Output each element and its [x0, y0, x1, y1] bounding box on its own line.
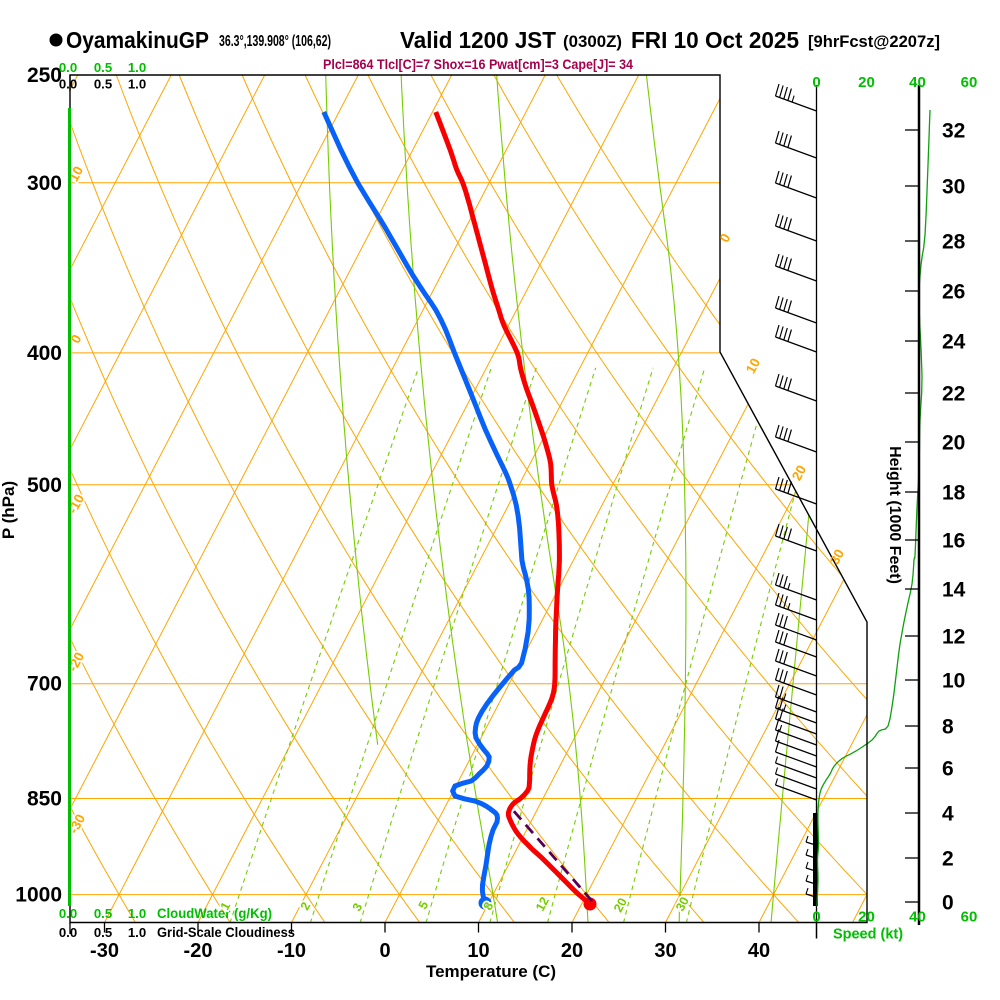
svg-text:300: 300	[27, 172, 62, 195]
svg-text:0.5: 0.5	[94, 906, 112, 921]
svg-text:Temperature (C): Temperature (C)	[426, 962, 556, 981]
svg-text:700: 700	[27, 673, 62, 696]
svg-text:1.0: 1.0	[128, 60, 146, 75]
svg-text:20: 20	[789, 463, 809, 483]
svg-text:40: 40	[909, 909, 926, 926]
svg-text:20: 20	[942, 432, 965, 455]
svg-text:2: 2	[942, 848, 954, 871]
svg-text:0: 0	[812, 909, 820, 926]
svg-text:30: 30	[942, 176, 965, 199]
svg-text:-10: -10	[277, 940, 306, 962]
svg-text:0: 0	[812, 74, 820, 91]
svg-text:1.0: 1.0	[128, 906, 146, 921]
svg-text:1.0: 1.0	[128, 77, 146, 92]
svg-text:Valid 1200 JST: Valid 1200 JST	[400, 27, 557, 53]
svg-text:0.0: 0.0	[59, 906, 77, 921]
svg-text:[9hrFcst@2207z]: [9hrFcst@2207z]	[808, 32, 940, 51]
svg-text:16: 16	[942, 530, 965, 553]
svg-text:Grid-Scale Cloudiness: Grid-Scale Cloudiness	[157, 925, 295, 940]
svg-text:6: 6	[942, 758, 954, 781]
svg-text:0: 0	[379, 940, 390, 962]
svg-text:P (hPa): P (hPa)	[0, 481, 18, 539]
svg-text:22: 22	[942, 383, 965, 406]
svg-text:24: 24	[942, 331, 966, 354]
svg-text:10: 10	[743, 356, 763, 376]
svg-text:Height (1000 Feet): Height (1000 Feet)	[886, 446, 903, 584]
svg-text:0.5: 0.5	[94, 925, 112, 940]
svg-text:18: 18	[942, 482, 966, 505]
svg-text:(0300Z): (0300Z)	[563, 32, 622, 51]
svg-text:CloudWater (g/Kg): CloudWater (g/Kg)	[157, 906, 272, 921]
svg-text:1000: 1000	[15, 884, 62, 907]
svg-text:850: 850	[27, 788, 62, 811]
svg-text:12: 12	[942, 626, 965, 649]
svg-text:Speed (kt): Speed (kt)	[833, 927, 903, 943]
svg-text:0.5: 0.5	[94, 60, 112, 75]
svg-text:-20: -20	[184, 940, 213, 962]
svg-text:10: 10	[467, 940, 489, 962]
svg-text:FRI 10 Oct 2025: FRI 10 Oct 2025	[631, 27, 799, 53]
svg-text:26: 26	[942, 281, 965, 304]
svg-text:250: 250	[27, 64, 62, 87]
svg-text:32: 32	[942, 120, 965, 143]
svg-text:20: 20	[858, 74, 875, 91]
svg-text:4: 4	[942, 803, 954, 826]
svg-text:10: 10	[942, 670, 965, 693]
svg-text:500: 500	[27, 474, 62, 497]
svg-text:0.0: 0.0	[59, 925, 77, 940]
svg-text:8: 8	[942, 716, 954, 739]
svg-text:1.0: 1.0	[128, 925, 146, 940]
svg-text:14: 14	[942, 579, 966, 602]
svg-text:-30: -30	[90, 940, 119, 962]
svg-text:40: 40	[909, 74, 926, 91]
svg-text:0.5: 0.5	[94, 77, 112, 92]
svg-text:0: 0	[942, 892, 954, 915]
svg-text:30: 30	[654, 940, 676, 962]
svg-text:20: 20	[858, 909, 875, 926]
svg-text:36.3°,139.908° (106,62): 36.3°,139.908° (106,62)	[219, 33, 331, 50]
svg-text:Plcl=864 Tlcl[C]=7 Shox=16 Pwa: Plcl=864 Tlcl[C]=7 Shox=16 Pwat[cm]=3 Ca…	[323, 57, 633, 72]
svg-text:28: 28	[942, 231, 966, 254]
svg-text:0.0: 0.0	[59, 77, 77, 92]
svg-text:400: 400	[27, 342, 62, 365]
svg-text:30: 30	[827, 547, 847, 567]
svg-text:40: 40	[748, 940, 770, 962]
svg-text:20: 20	[561, 940, 583, 962]
svg-text:60: 60	[961, 74, 978, 91]
svg-text:60: 60	[961, 909, 978, 926]
svg-text:OyamakinuGP: OyamakinuGP	[66, 27, 209, 53]
svg-text:0.0: 0.0	[59, 60, 77, 75]
